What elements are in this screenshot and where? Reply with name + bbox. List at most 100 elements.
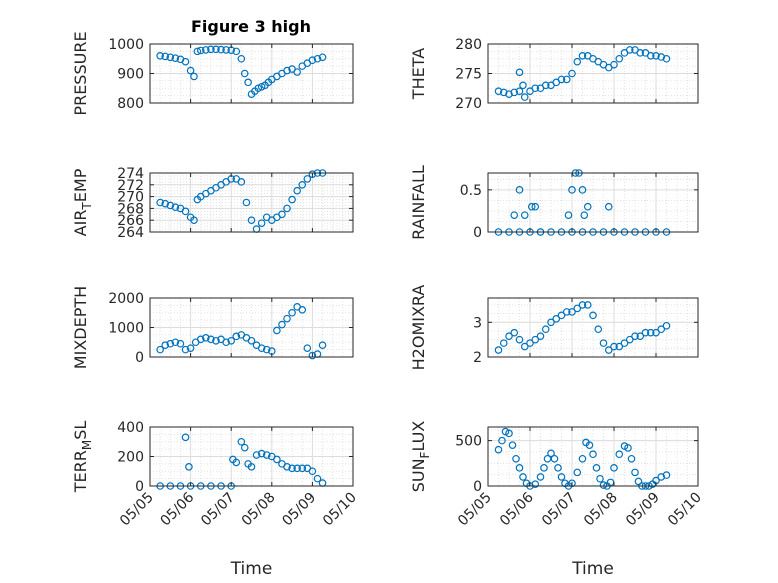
data-point: [293, 68, 301, 76]
y-tick-label: 0: [135, 350, 144, 366]
data-point: [273, 326, 281, 335]
data-point: [494, 87, 503, 96]
y-tick-label: 0: [473, 479, 482, 495]
data-point: [247, 336, 256, 345]
y-axis-label: TERRMSL: [71, 421, 94, 494]
data-point: [531, 84, 540, 93]
data-point: [519, 81, 527, 90]
data-point: [589, 450, 597, 459]
data-point: [657, 473, 666, 481]
data-point: [293, 186, 301, 195]
data-point: [646, 328, 655, 337]
data-point: [308, 467, 317, 476]
data-point: [508, 441, 517, 449]
y-tick-label: 272: [117, 178, 144, 194]
data-point: [519, 473, 527, 481]
data-point: [578, 51, 587, 60]
data-point: [207, 335, 215, 344]
panel-theta: 270 275 280 THETA: [409, 37, 699, 112]
data-point: [252, 451, 261, 459]
data-point: [318, 53, 327, 62]
data-point: [592, 464, 601, 472]
data-point: [240, 443, 249, 452]
data-point: [156, 345, 164, 354]
data-point: [610, 342, 618, 351]
data-point: [589, 311, 597, 320]
data-point: [202, 46, 210, 54]
data-point: [186, 344, 195, 352]
panel-mixdepth: 0 1000 2000 MIXDEPTH: [71, 286, 354, 369]
y-tick-label: 2000: [108, 291, 144, 307]
x-axis-label: Time: [230, 559, 273, 579]
data-point: [557, 311, 566, 320]
data-point: [657, 325, 666, 334]
data-point: [227, 336, 236, 345]
data-point: [641, 328, 650, 337]
data-point: [318, 341, 327, 350]
data-point: [520, 342, 529, 351]
data-point: [176, 339, 185, 348]
data-point: [262, 345, 271, 354]
y-tick-label: 0: [135, 479, 144, 495]
data-point: [510, 88, 519, 97]
data-point: [494, 445, 503, 454]
data-point: [646, 51, 655, 60]
data-point: [283, 204, 291, 213]
data-point: [313, 54, 322, 63]
y-tick-label: 900: [117, 67, 144, 83]
data-point: [585, 441, 594, 449]
data-point: [526, 339, 534, 347]
data-point: [580, 211, 589, 219]
data-point: [604, 202, 613, 211]
data-point: [171, 338, 180, 347]
data-point: [510, 211, 519, 219]
y-tick-label: 270: [117, 190, 144, 206]
data-point: [573, 304, 582, 313]
data-point: [615, 54, 624, 63]
data-point: [283, 314, 291, 323]
data-point: [242, 198, 251, 207]
data-point: [541, 81, 550, 90]
data-point: [161, 52, 170, 61]
data-point: [196, 46, 205, 55]
data-point: [541, 325, 550, 334]
data-point: [568, 186, 576, 194]
y-axis-label: MIXDEPTH: [71, 286, 90, 369]
data-point: [515, 464, 524, 472]
data-point: [610, 60, 618, 69]
data-point: [161, 199, 170, 208]
data-point: [547, 449, 555, 458]
data-point: [562, 75, 571, 84]
data-point: [599, 339, 608, 347]
data-point: [627, 454, 636, 463]
data-point: [257, 219, 266, 227]
data-point: [547, 318, 555, 327]
data-point: [156, 198, 164, 207]
data-point: [515, 68, 524, 77]
data-point: [232, 332, 241, 341]
data-point: [554, 464, 562, 472]
data-point: [499, 88, 508, 97]
data-point: [557, 473, 566, 481]
axes-box: [487, 172, 699, 233]
axes-box: [487, 426, 699, 487]
data-point: [212, 336, 220, 345]
data-point: [499, 339, 508, 347]
data-point: [515, 87, 524, 96]
data-point: [212, 45, 220, 54]
data-point: [531, 335, 540, 344]
panel-h2omixra: 2 3 H2OMIXRA: [409, 285, 699, 370]
data-point: [278, 210, 286, 219]
data-point: [298, 181, 307, 189]
data-point: [552, 315, 561, 323]
figure-title: Figure 3 high: [191, 17, 311, 36]
y-tick-label: 3: [473, 315, 482, 331]
data-point: [540, 464, 548, 472]
data-point: [625, 46, 634, 54]
y-tick-label: 800: [117, 96, 144, 112]
y-tick-label: 275: [455, 67, 482, 83]
data-point: [527, 202, 536, 211]
y-tick-label: 264: [117, 225, 144, 241]
data-point: [166, 53, 175, 62]
